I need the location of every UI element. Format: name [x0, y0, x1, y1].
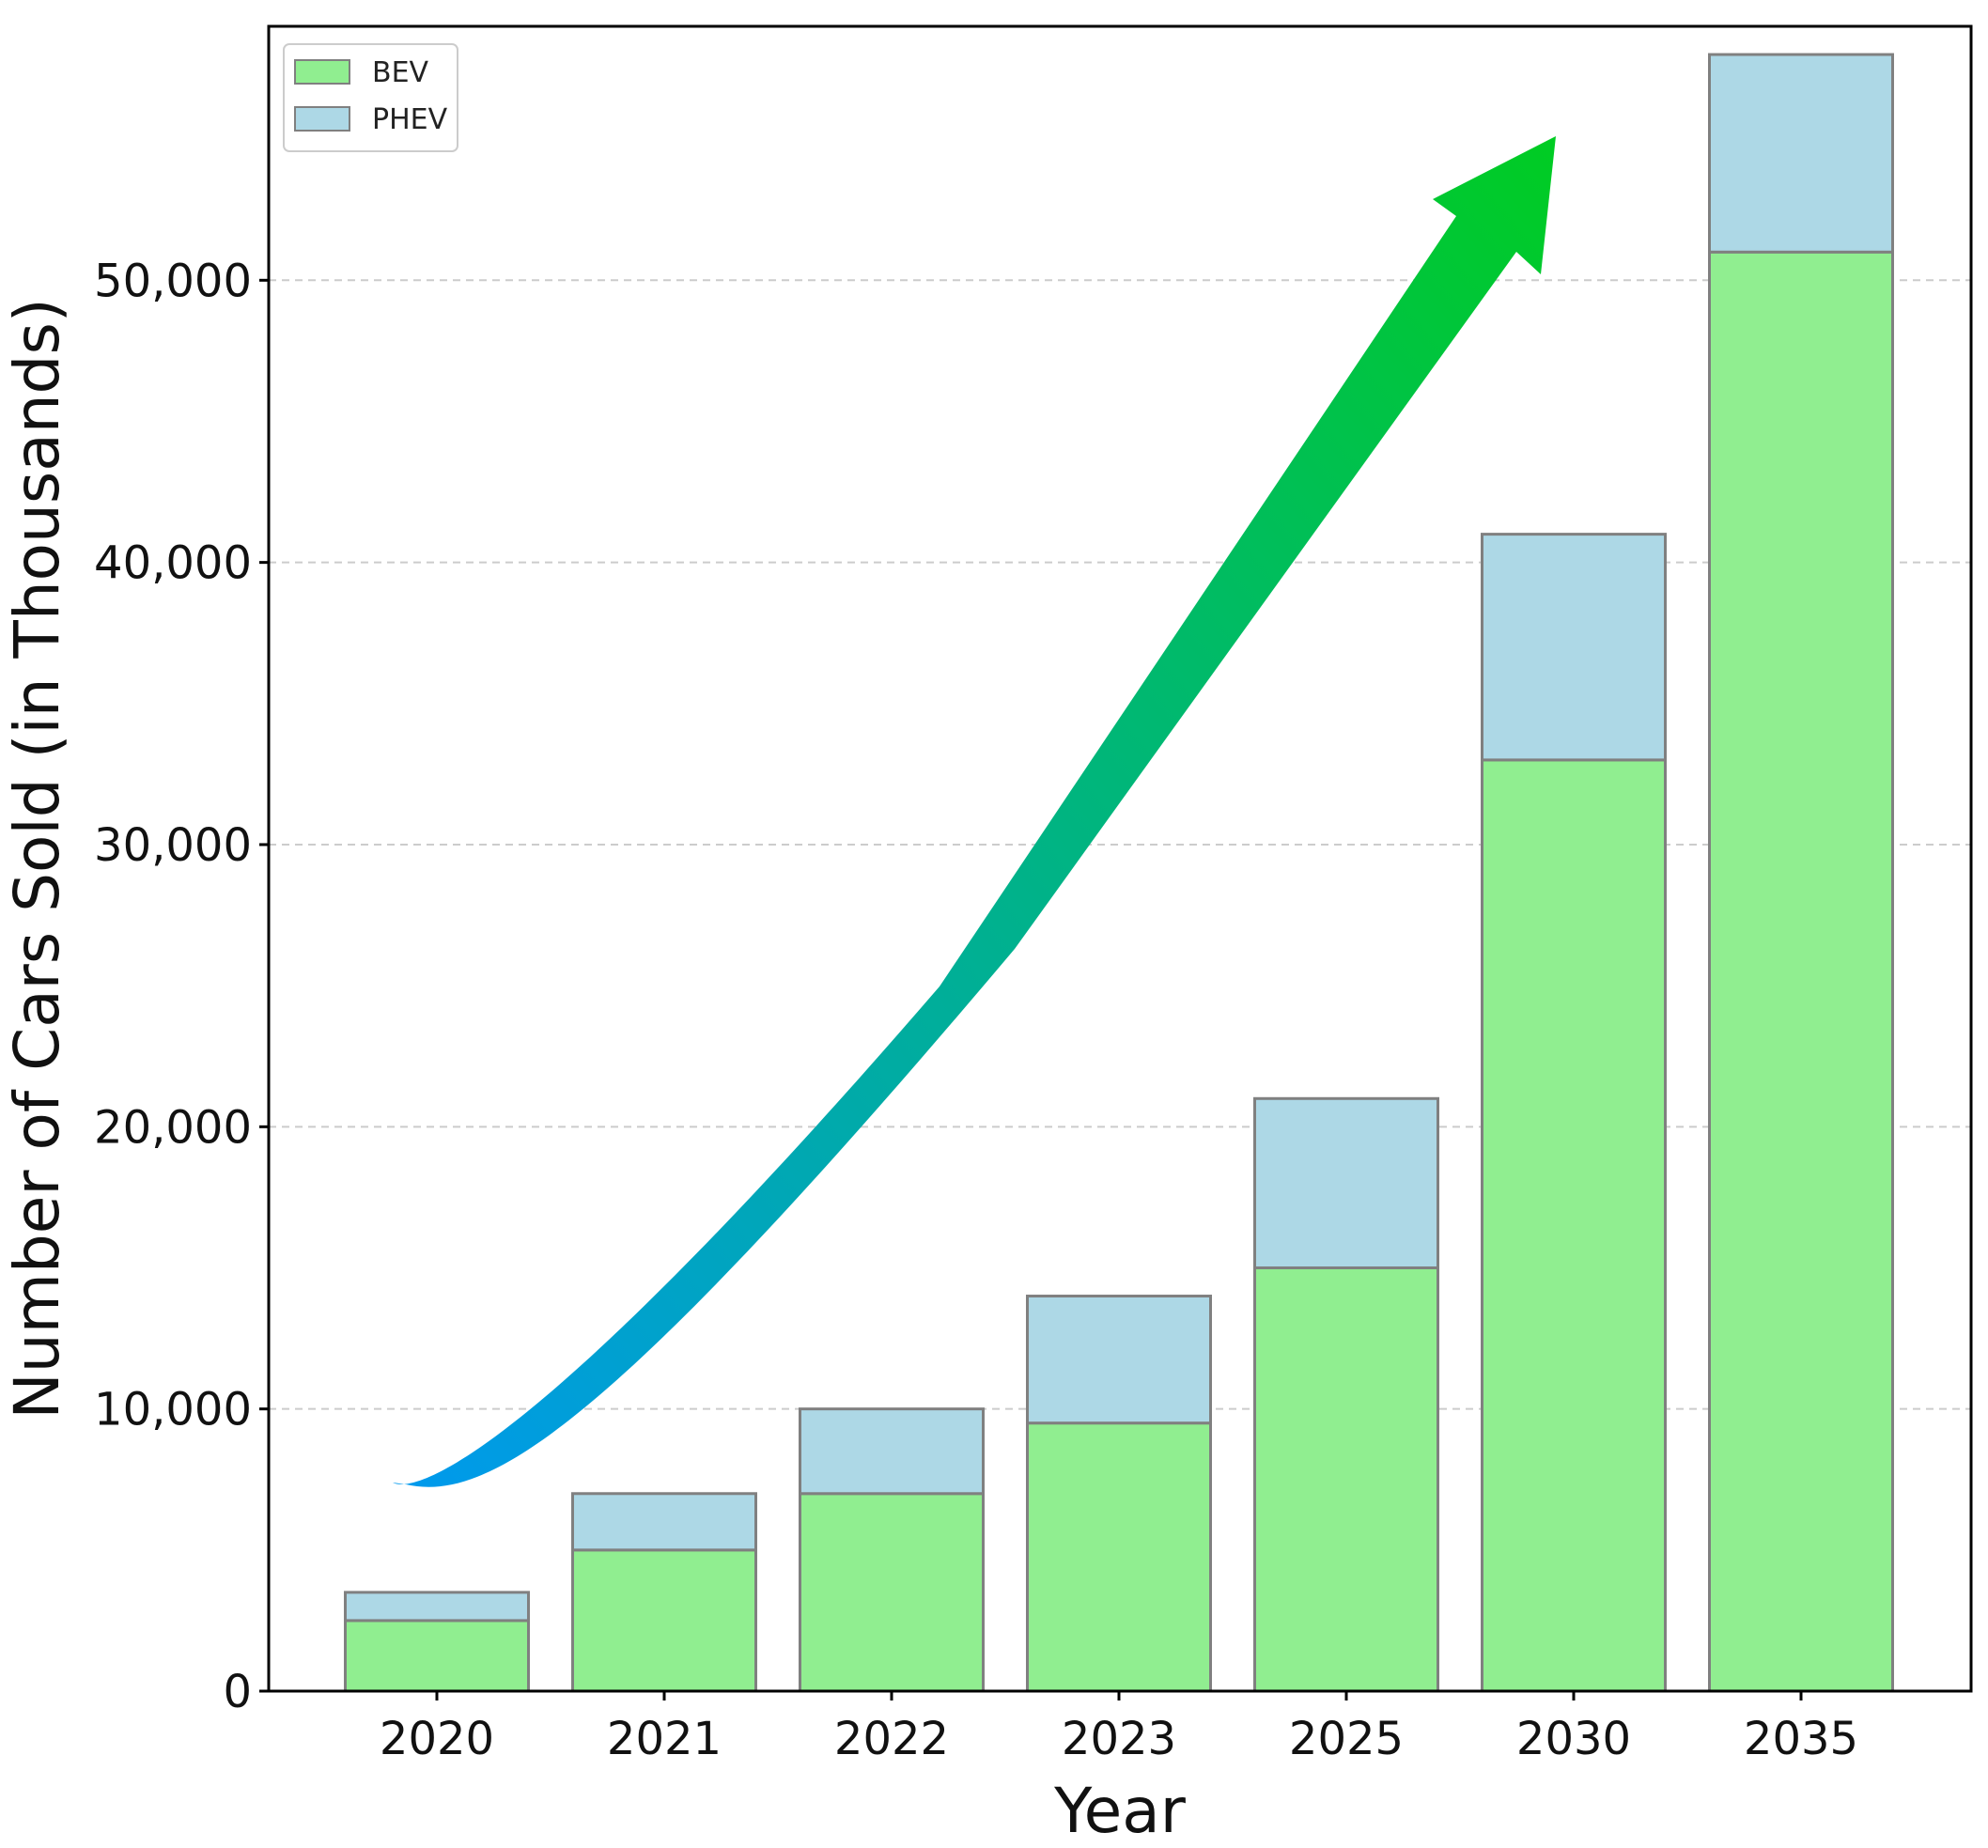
bar-bev-2021	[571, 1548, 757, 1693]
bar-phev-2022	[799, 1407, 985, 1496]
bar-phev-2025	[1253, 1096, 1439, 1269]
legend-label-phev: PHEV	[372, 103, 448, 136]
bar-bev-2020	[344, 1619, 530, 1693]
x-axis-title: Year	[1053, 1775, 1187, 1844]
legend: BEV PHEV	[283, 43, 458, 152]
x-tick-label: 2025	[1289, 1713, 1404, 1765]
y-tick-label: 40,000	[94, 537, 252, 590]
legend-label-bev: BEV	[372, 56, 429, 89]
bar-phev-2023	[1026, 1295, 1212, 1425]
x-tick-label: 2023	[1062, 1713, 1176, 1765]
y-tick-label: 30,000	[94, 819, 252, 872]
trend-arrow	[393, 136, 1556, 1487]
y-tick-label: 20,000	[94, 1101, 252, 1154]
bar-bev-2030	[1481, 758, 1667, 1693]
x-tick-label: 2030	[1516, 1713, 1631, 1765]
bar-phev-2030	[1481, 533, 1667, 762]
x-tick-label: 2021	[607, 1713, 722, 1765]
y-tick-label: 0	[223, 1666, 252, 1718]
x-tick-label: 2035	[1744, 1713, 1858, 1765]
y-tick-label: 50,000	[94, 255, 252, 307]
bar-phev-2020	[344, 1591, 530, 1623]
tick-labels: 0 10,000 20,000 30,000 40,000 50,000 2020 2021 2…	[94, 255, 1858, 1765]
y-tick-label: 10,000	[94, 1384, 252, 1436]
bar-phev-2021	[571, 1492, 757, 1552]
bar-bev-2022	[799, 1492, 985, 1693]
legend-swatch-phev	[294, 106, 350, 132]
trend-arrow-annotation	[393, 136, 1556, 1487]
y-axis-title: Number of Cars Sold (in Thousands)	[1, 298, 73, 1419]
bar-bev-2025	[1253, 1266, 1439, 1693]
legend-swatch-bev	[294, 59, 350, 85]
x-tick-label: 2020	[380, 1713, 494, 1765]
bar-bev-2023	[1026, 1421, 1212, 1693]
x-tick-label: 2022	[834, 1713, 949, 1765]
bar-bev-2035	[1708, 250, 1894, 1693]
bars	[344, 53, 1894, 1693]
bar-phev-2035	[1708, 53, 1894, 254]
